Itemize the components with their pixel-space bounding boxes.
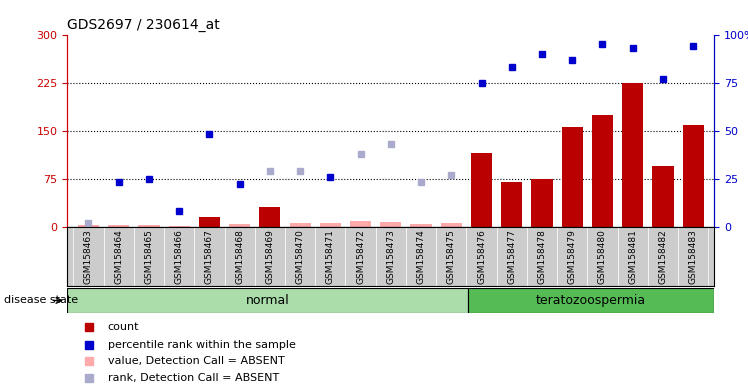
Bar bbox=[683, 126, 704, 227]
Text: value, Detection Call = ABSENT: value, Detection Call = ABSENT bbox=[108, 356, 284, 366]
Text: GSM158469: GSM158469 bbox=[266, 230, 275, 285]
Bar bbox=[587, 227, 618, 286]
Text: GSM158476: GSM158476 bbox=[477, 230, 486, 285]
Text: GSM158473: GSM158473 bbox=[386, 230, 396, 285]
Bar bbox=[164, 227, 194, 286]
Bar bbox=[562, 127, 583, 227]
Bar bbox=[229, 224, 251, 227]
Text: GSM158477: GSM158477 bbox=[507, 230, 516, 285]
Text: GSM158474: GSM158474 bbox=[417, 230, 426, 284]
Bar bbox=[134, 227, 164, 286]
Bar bbox=[315, 227, 346, 286]
Bar bbox=[592, 114, 613, 227]
Bar bbox=[441, 223, 462, 227]
Bar bbox=[648, 227, 678, 286]
Text: GSM158471: GSM158471 bbox=[326, 230, 335, 285]
Bar bbox=[73, 227, 104, 286]
Text: GSM158480: GSM158480 bbox=[598, 230, 607, 285]
Text: GSM158481: GSM158481 bbox=[628, 230, 637, 285]
Bar bbox=[67, 288, 468, 313]
Text: GSM158479: GSM158479 bbox=[568, 230, 577, 285]
Text: GSM158464: GSM158464 bbox=[114, 230, 123, 284]
Bar bbox=[78, 225, 99, 227]
Bar bbox=[622, 83, 643, 227]
Bar bbox=[138, 225, 159, 227]
Bar bbox=[255, 227, 285, 286]
Bar bbox=[618, 227, 648, 286]
Text: percentile rank within the sample: percentile rank within the sample bbox=[108, 339, 295, 349]
Bar bbox=[468, 288, 714, 313]
Bar bbox=[350, 222, 371, 227]
Text: GSM158482: GSM158482 bbox=[658, 230, 667, 284]
Text: GSM158478: GSM158478 bbox=[538, 230, 547, 285]
Text: GDS2697 / 230614_at: GDS2697 / 230614_at bbox=[67, 18, 220, 32]
Bar bbox=[501, 182, 522, 227]
Bar bbox=[320, 223, 341, 227]
Text: GSM158472: GSM158472 bbox=[356, 230, 365, 284]
Bar bbox=[557, 227, 587, 286]
Bar bbox=[471, 153, 492, 227]
Bar bbox=[380, 222, 402, 227]
Text: normal: normal bbox=[245, 294, 289, 307]
Text: GSM158466: GSM158466 bbox=[175, 230, 184, 285]
Bar bbox=[497, 227, 527, 286]
Bar bbox=[260, 207, 280, 227]
Bar bbox=[194, 227, 224, 286]
Bar bbox=[168, 226, 190, 227]
Bar bbox=[527, 227, 557, 286]
Bar bbox=[346, 227, 375, 286]
Bar bbox=[436, 227, 467, 286]
Text: GSM158468: GSM158468 bbox=[235, 230, 244, 285]
Text: GSM158463: GSM158463 bbox=[84, 230, 93, 285]
Bar bbox=[467, 227, 497, 286]
Bar bbox=[411, 224, 432, 227]
Bar bbox=[531, 179, 553, 227]
Bar bbox=[678, 227, 708, 286]
Bar bbox=[285, 227, 315, 286]
Text: rank, Detection Call = ABSENT: rank, Detection Call = ABSENT bbox=[108, 374, 279, 384]
Text: GSM158470: GSM158470 bbox=[295, 230, 304, 285]
Bar bbox=[108, 225, 129, 227]
Bar bbox=[289, 223, 310, 227]
Text: disease state: disease state bbox=[4, 295, 78, 306]
Text: GSM158483: GSM158483 bbox=[689, 230, 698, 285]
Text: GSM158465: GSM158465 bbox=[144, 230, 153, 285]
Text: count: count bbox=[108, 322, 139, 332]
Bar bbox=[104, 227, 134, 286]
Bar bbox=[652, 166, 673, 227]
Text: teratozoospermia: teratozoospermia bbox=[536, 294, 646, 307]
Bar bbox=[406, 227, 436, 286]
Bar bbox=[375, 227, 406, 286]
Text: GSM158475: GSM158475 bbox=[447, 230, 456, 285]
Bar bbox=[224, 227, 255, 286]
Bar bbox=[199, 217, 220, 227]
Text: GSM158467: GSM158467 bbox=[205, 230, 214, 285]
